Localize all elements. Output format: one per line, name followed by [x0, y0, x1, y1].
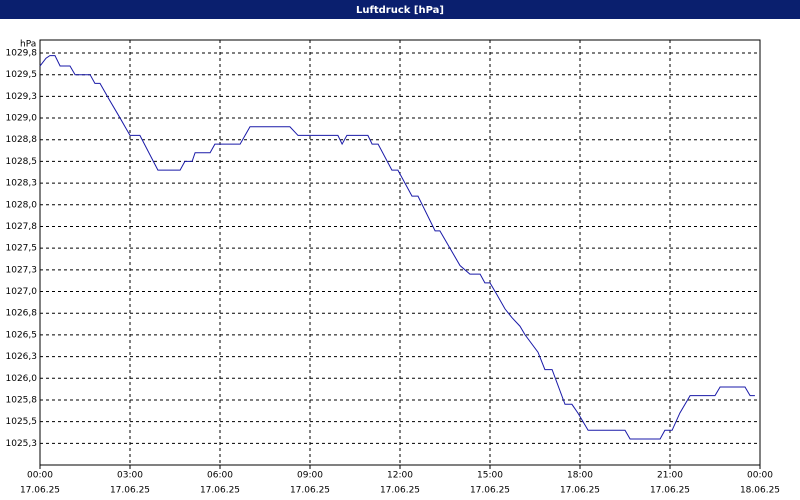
- x-tick-date: 17.06.25: [20, 486, 60, 496]
- y-tick-label: 1025,8: [6, 395, 38, 405]
- x-tick-label: 00:00: [747, 471, 773, 481]
- x-tick-label: 03:00: [117, 471, 143, 481]
- y-tick-label: 1029,5: [6, 70, 38, 80]
- y-tick-label: 1029,3: [6, 92, 38, 102]
- y-tick-label: 1029,0: [6, 114, 38, 124]
- x-tick-label: 09:00: [297, 471, 323, 481]
- x-tick-label: 06:00: [207, 471, 233, 481]
- x-tick-label: 12:00: [387, 471, 413, 481]
- y-tick-label: 1026,3: [6, 352, 38, 362]
- chart-title: Luftdruck [hPa]: [356, 5, 444, 16]
- y-tick-label: 1027,0: [6, 287, 38, 297]
- title-bar: [0, 0, 800, 19]
- x-tick-label: 18:00: [567, 471, 593, 481]
- y-tick-label: 1027,8: [6, 222, 38, 232]
- x-tick-date: 18.06.25: [740, 486, 780, 496]
- x-tick-label: 00:00: [27, 471, 53, 481]
- data-line: [39, 55, 755, 440]
- x-tick-date: 17.06.25: [650, 486, 690, 496]
- y-tick-label: 1028,5: [6, 157, 38, 167]
- y-tick-label: 1026,5: [6, 330, 38, 340]
- y-tick-label: 1027,3: [6, 265, 38, 275]
- y-tick-label: 1026,0: [6, 374, 38, 384]
- y-tick-label: 1028,0: [6, 200, 38, 210]
- x-tick-date: 17.06.25: [110, 486, 150, 496]
- x-tick-label: 15:00: [477, 471, 503, 481]
- x-tick-date: 17.06.25: [380, 486, 420, 496]
- x-tick-date: 17.06.25: [470, 486, 510, 496]
- y-tick-label: 1029,8: [6, 49, 38, 59]
- x-tick-date: 17.06.25: [200, 486, 240, 496]
- y-tick-label: 1028,3: [6, 179, 38, 189]
- y-tick-label: 1028,8: [6, 135, 38, 145]
- y-tick-label: 1026,8: [6, 309, 38, 319]
- x-tick-date: 17.06.25: [290, 486, 330, 496]
- x-tick-label: 21:00: [657, 471, 683, 481]
- y-tick-label: 1025,3: [6, 439, 38, 449]
- y-tick-label: 1027,5: [6, 244, 38, 254]
- y-axis-label: hPa: [20, 40, 36, 50]
- x-tick-date: 17.06.25: [560, 486, 600, 496]
- y-tick-label: 1025,5: [6, 417, 38, 427]
